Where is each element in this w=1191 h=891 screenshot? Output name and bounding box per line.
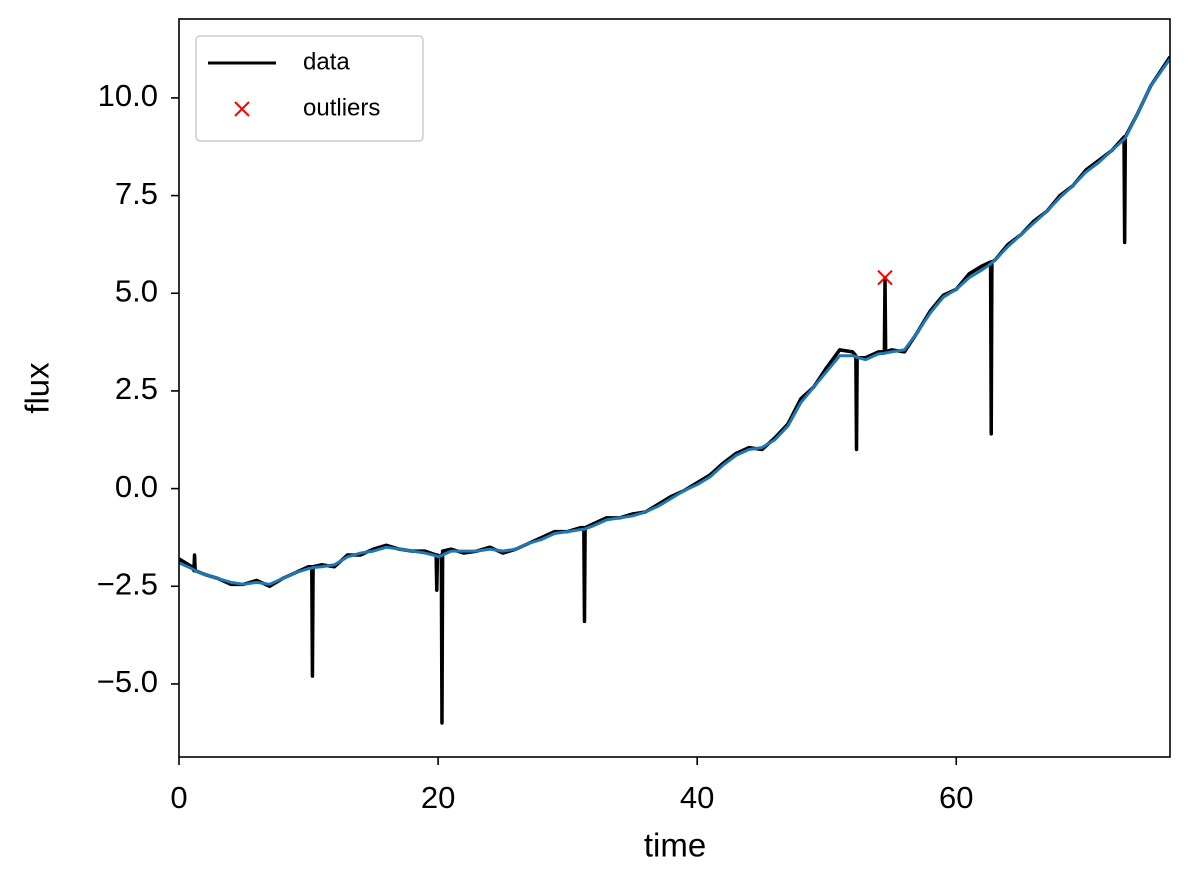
x-tick-label: 0 [170,780,187,815]
x-tick-label: 40 [680,780,714,815]
legend-marker [234,101,250,117]
x-tick-label: 20 [421,780,455,815]
data-line [179,57,1170,586]
legend-label: data [303,48,350,75]
outlier-marker [877,269,893,286]
x-tick-label: 60 [939,780,973,815]
legend-label: outliers [303,94,380,121]
y-tick-label: 2.5 [115,371,158,406]
y-tick-label: 0.0 [115,469,158,504]
plot-frame [178,18,1171,758]
x-axis-label: time [644,827,706,864]
y-tick-label: −2.5 [97,566,158,601]
y-tick-label: 5.0 [115,273,158,308]
y-tick-label: −5.0 [97,664,158,699]
y-tick-label: 7.5 [115,176,158,211]
y-axis-label: flux [19,362,56,414]
y-tick-label: 10.0 [98,78,158,113]
